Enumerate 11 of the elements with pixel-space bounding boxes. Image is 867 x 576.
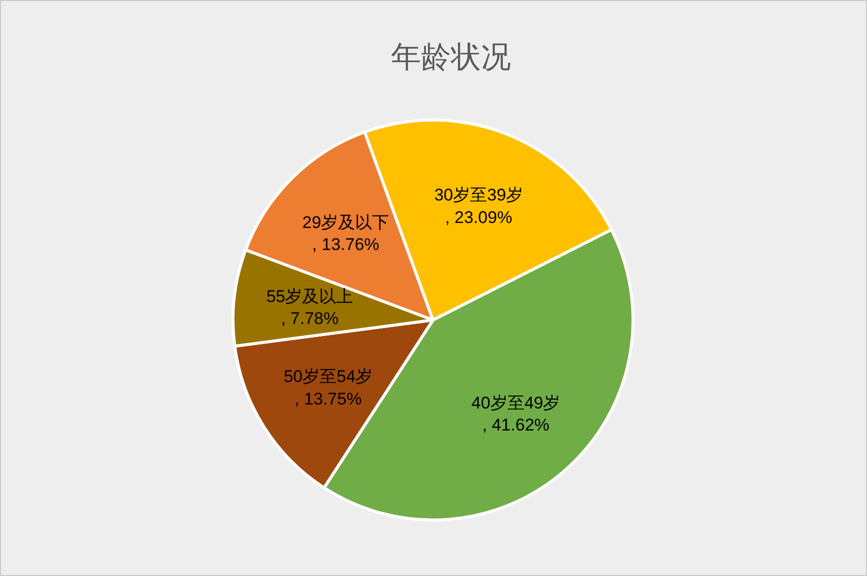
- slice-label: 55岁及以上: [266, 286, 354, 306]
- data-label: , 13.75%: [294, 389, 362, 408]
- slice-label: 30岁至39岁: [434, 186, 524, 205]
- data-label: , 41.62%: [482, 415, 550, 434]
- slice-label: 40岁至49岁: [471, 393, 560, 412]
- slice-label: 50岁至54岁: [284, 367, 373, 386]
- data-label: , 13.76%: [312, 235, 380, 254]
- data-label: , 23.09%: [445, 208, 512, 227]
- chart-title: 年龄状况: [391, 41, 511, 74]
- slice-label: 29岁及以下: [302, 212, 390, 232]
- data-label: , 7.78%: [280, 309, 339, 328]
